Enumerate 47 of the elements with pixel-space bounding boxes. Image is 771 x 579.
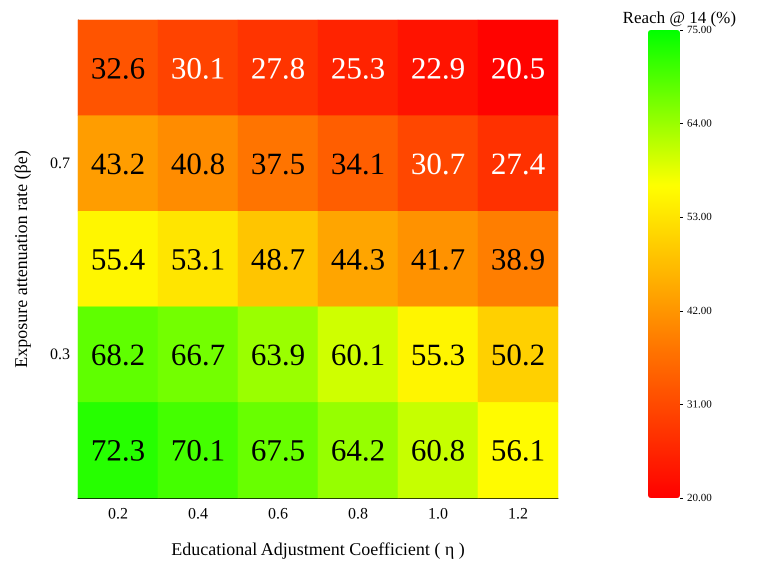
- data-label: 22.9: [410, 50, 466, 86]
- data-label: 60.1: [330, 337, 386, 372]
- data-label: 64.2: [330, 432, 386, 468]
- data-label: 50.2: [490, 337, 546, 372]
- data-label: 34.1: [330, 146, 386, 181]
- data-label: 27.4: [490, 146, 546, 181]
- color-bar-label: 75.00: [687, 24, 712, 36]
- x-tick-label: 0.2: [108, 506, 128, 522]
- data-label: 38.9: [490, 242, 546, 276]
- data-label: 70.1: [170, 432, 226, 468]
- data-label: 32.6: [90, 50, 146, 86]
- color-bar-label: 53.00: [687, 211, 712, 224]
- data-label: 55.3: [410, 337, 466, 372]
- x-tick-label: 1.0: [428, 506, 448, 522]
- x-tick-label: 1.2: [508, 506, 528, 522]
- data-label: 63.9: [250, 337, 306, 372]
- data-label: 25.3: [330, 50, 386, 86]
- color-bar-label: 31.00: [687, 398, 712, 410]
- y-tick-label: 0.3: [50, 346, 70, 364]
- data-label: 72.3: [90, 432, 146, 468]
- data-label: 56.1: [490, 432, 546, 468]
- x-tick-label: 0.4: [188, 506, 208, 522]
- data-label: 40.8: [170, 146, 226, 181]
- data-label: 55.4: [90, 242, 146, 276]
- data-label: 48.7: [250, 242, 306, 276]
- data-label: 30.1: [170, 50, 226, 86]
- data-label: 43.2: [90, 146, 146, 181]
- y-axis-title: Exposure attenuation rate (βe): [11, 150, 31, 368]
- data-label: 20.5: [490, 50, 546, 86]
- data-label: 41.7: [410, 242, 466, 276]
- data-label: 60.8: [410, 432, 466, 468]
- data-label: 53.1: [170, 242, 226, 276]
- y-tick-label: 0.7: [50, 154, 70, 172]
- data-label: 66.7: [170, 337, 226, 372]
- color-bar-label: 42.00: [687, 304, 712, 317]
- x-tick-label: 0.8: [348, 506, 368, 522]
- x-tick-label: 0.6: [268, 506, 288, 522]
- data-label: 67.5: [250, 432, 306, 468]
- data-label: 68.2: [90, 337, 146, 372]
- color-bar-title: Reach @ 14 (%): [622, 8, 736, 27]
- x-axis-title: Educational Adjustment Coefficient ( η ): [171, 539, 465, 559]
- data-label: 27.8: [250, 50, 306, 86]
- data-label: 30.7: [410, 146, 466, 181]
- data-label: 37.5: [250, 146, 306, 181]
- data-label: 44.3: [330, 242, 386, 276]
- color-bar-label: 20.00: [687, 492, 712, 504]
- color-bar-label: 64.00: [687, 118, 712, 130]
